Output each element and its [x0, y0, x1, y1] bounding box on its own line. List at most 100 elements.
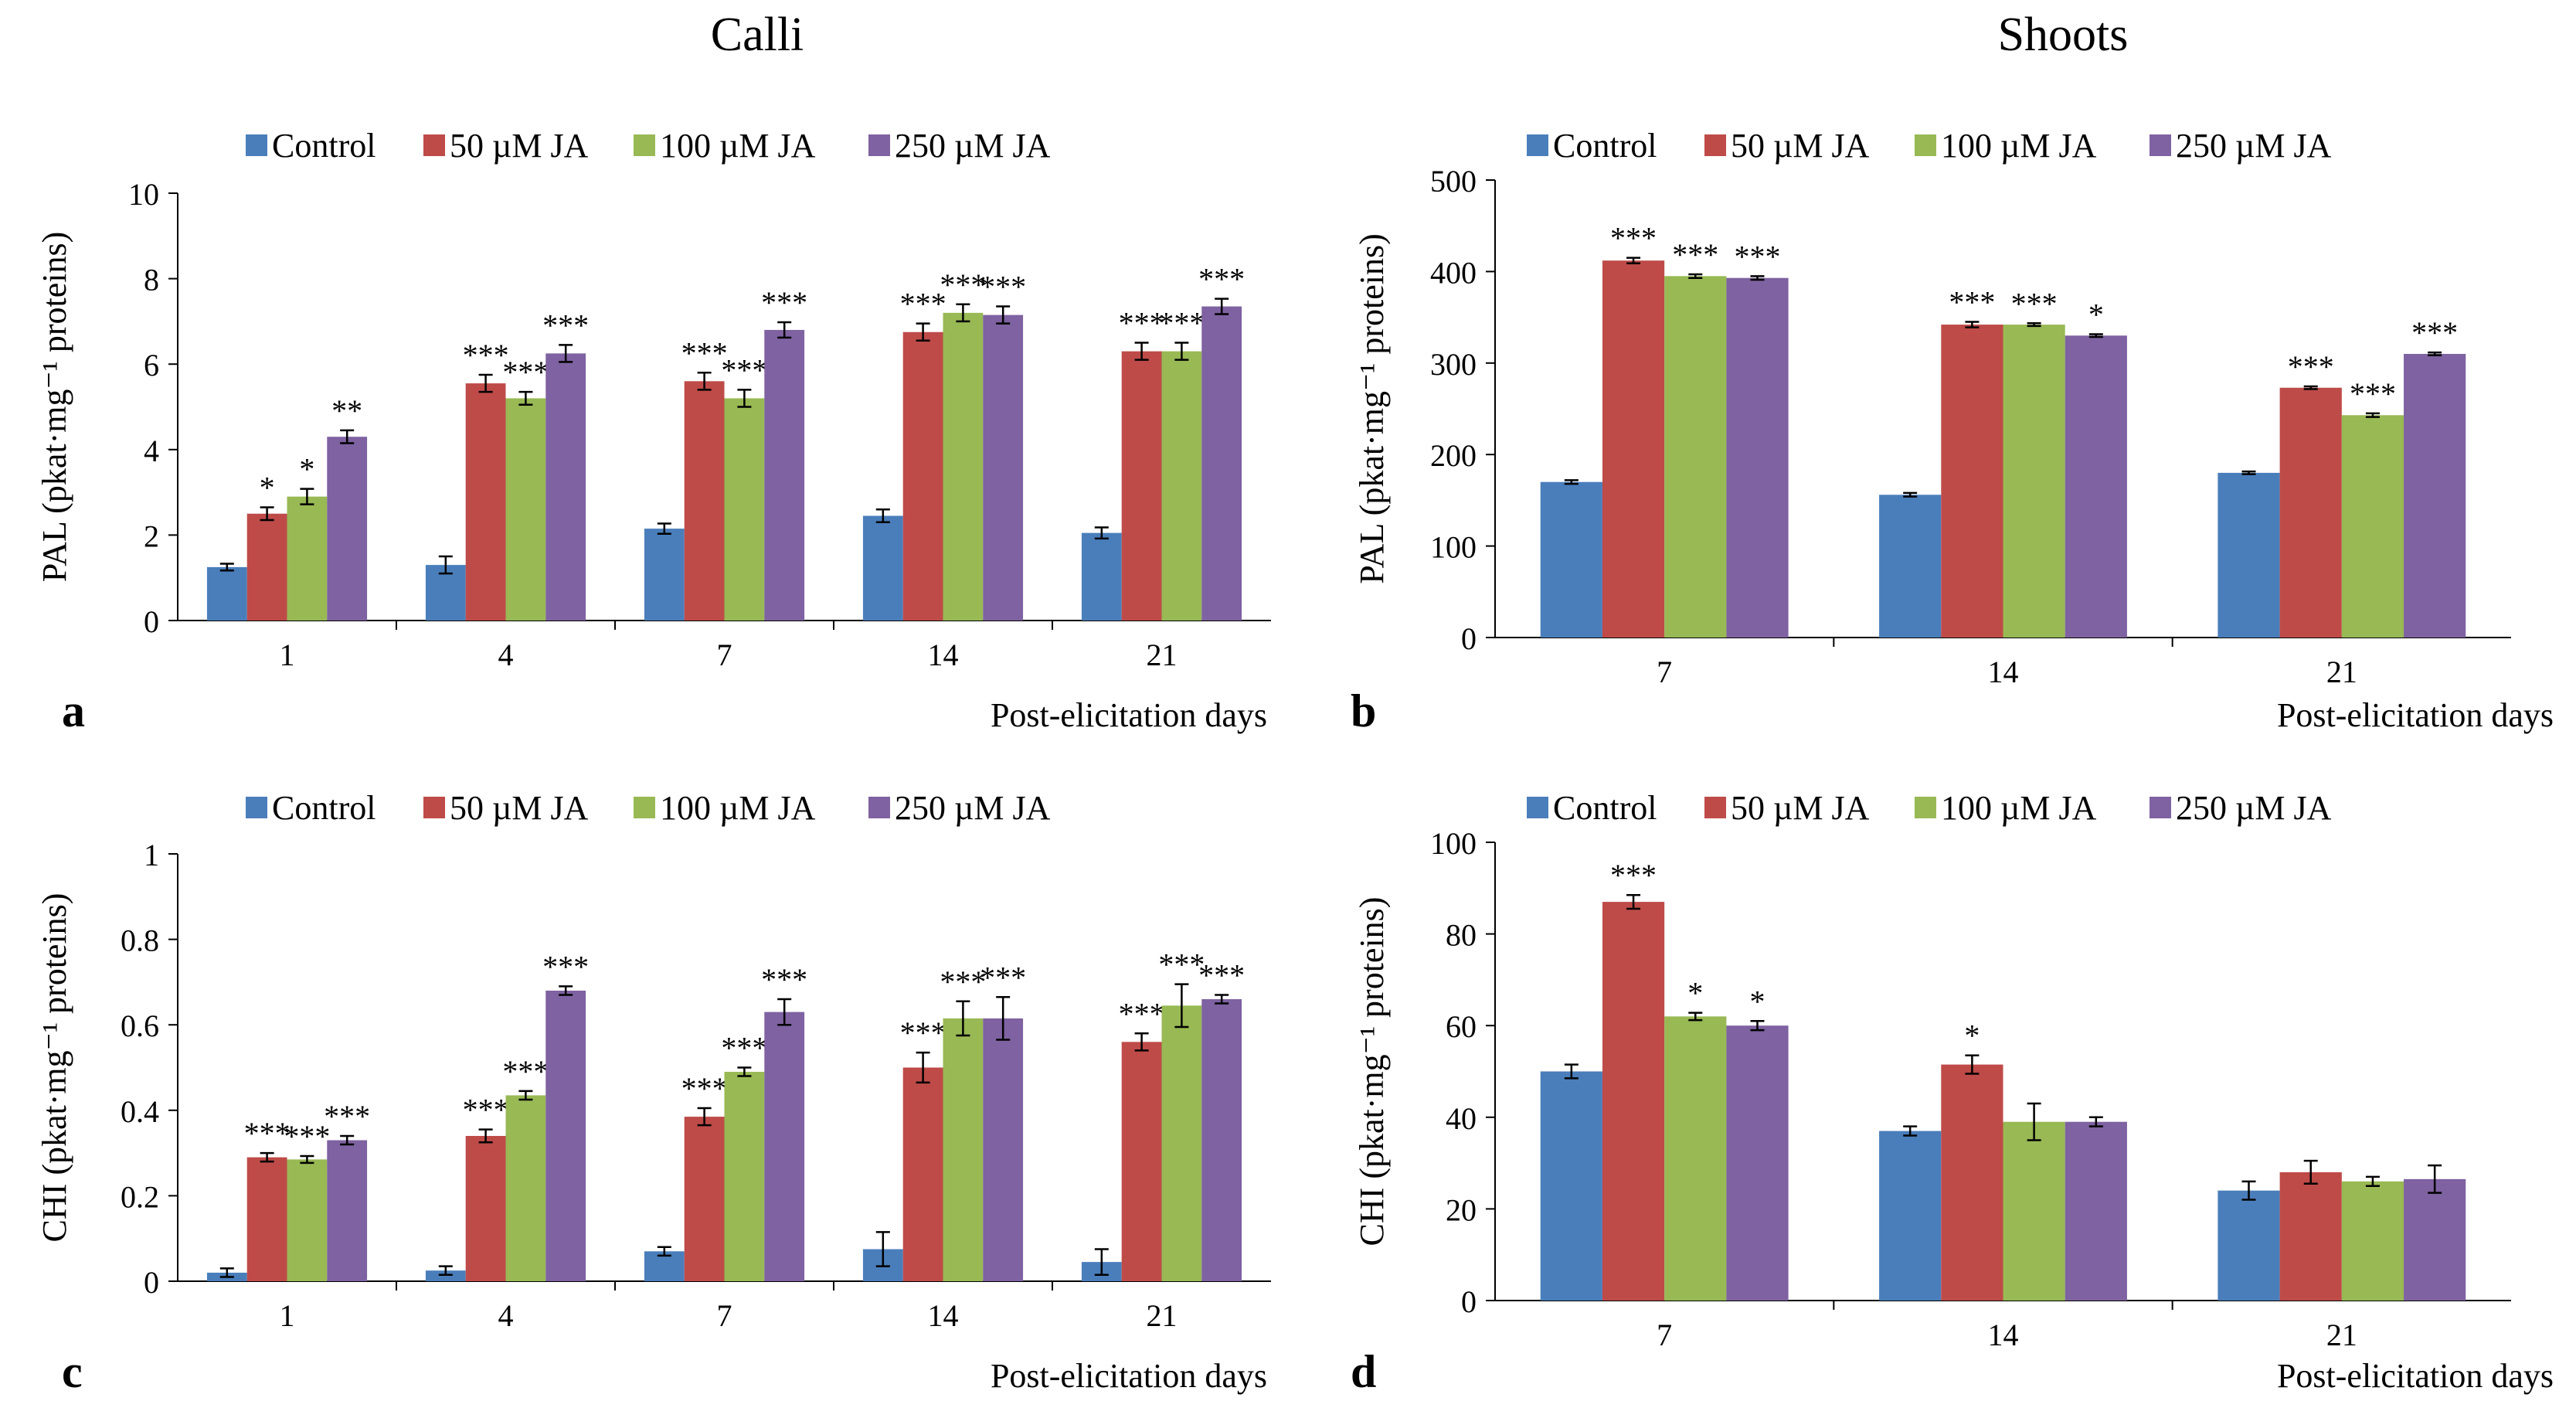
x-tick-label: 7: [717, 638, 732, 672]
significance-label: ***: [244, 1116, 291, 1151]
x-tick-label: 21: [2326, 1318, 2357, 1352]
significance-label: ***: [721, 1031, 767, 1066]
bar: [1879, 495, 1942, 638]
bar: [246, 1157, 287, 1281]
x-axis-label: Post-elicitation days: [2277, 1357, 2554, 1395]
bar: [724, 398, 765, 621]
x-tick-label: 21: [1147, 1298, 1178, 1333]
bar: [1664, 276, 1727, 638]
bar: [206, 566, 247, 621]
panel-letter: d: [1351, 1346, 1376, 1397]
significance-label: *: [1687, 976, 1703, 1011]
y-tick-label: 500: [1430, 164, 1477, 199]
x-tick-label: 4: [498, 638, 514, 672]
x-axis-label: Post-elicitation days: [2277, 696, 2554, 734]
y-tick-label: 300: [1430, 347, 1477, 382]
y-tick-label: 0: [1461, 621, 1477, 656]
significance-label: ***: [940, 267, 986, 302]
legend-label: 100 µM JA: [1941, 789, 2097, 827]
legend-label: 250 µM JA: [2176, 127, 2332, 165]
significance-label: **: [331, 393, 362, 428]
bar: [644, 529, 685, 621]
significance-label: ***: [502, 355, 549, 389]
y-tick-label: 20: [1446, 1192, 1477, 1227]
x-tick-label: 7: [1657, 1318, 1672, 1352]
significance-label: ***: [2411, 315, 2458, 350]
x-axis-label: Post-elicitation days: [991, 696, 1267, 734]
significance-label: ***: [940, 964, 986, 999]
significance-label: ***: [2011, 286, 2058, 321]
bar: [505, 1095, 546, 1281]
bar: [327, 1140, 368, 1281]
bar: [246, 513, 287, 621]
significance-label: ***: [761, 962, 807, 997]
bar: [1726, 277, 1789, 638]
legend-label: 50 µM JA: [1731, 789, 1870, 827]
y-tick-label: 400: [1430, 255, 1477, 290]
y-tick-label: 4: [144, 434, 159, 468]
legend-label: Control: [1553, 127, 1657, 165]
y-tick-label: 0: [144, 604, 159, 639]
significance-label: ***: [761, 285, 807, 320]
y-tick-label: 80: [1446, 918, 1477, 953]
x-tick-label: 4: [498, 1298, 514, 1333]
bar: [724, 1072, 765, 1281]
significance-label: ***: [2288, 349, 2334, 384]
bar: [2217, 1190, 2280, 1301]
y-tick-label: 40: [1446, 1101, 1477, 1136]
bar: [862, 515, 903, 621]
significance-label: ***: [1734, 239, 1780, 274]
significance-label: ***: [284, 1119, 330, 1154]
y-tick-label: 100: [1430, 530, 1477, 565]
chart-panel-c: 0 0.2 0.4 0.6 0.8 1 CHI (pkat·mg⁻¹ proteins) 1 *…: [36, 789, 1271, 1397]
significance-label: ***: [542, 308, 589, 342]
significance-label: ***: [1672, 237, 1718, 272]
legend-swatch: [423, 134, 445, 156]
bar: [545, 990, 586, 1281]
y-tick-label: 60: [1446, 1009, 1477, 1044]
bar: [2404, 1178, 2466, 1301]
bar: [1664, 1016, 1727, 1301]
bar: [1201, 306, 1242, 621]
significance-label: ***: [1949, 285, 1995, 320]
legend-label: 250 µM JA: [2176, 789, 2332, 827]
bar: [1879, 1131, 1942, 1301]
bar: [764, 329, 805, 621]
x-tick-label: 14: [928, 1298, 959, 1333]
panel-letter: c: [62, 1346, 83, 1397]
bar: [465, 383, 506, 621]
bar: [1161, 351, 1202, 621]
y-axis-label: PAL (pkat·mg⁻¹ proteins): [36, 232, 73, 583]
y-axis-label: PAL (pkat·mg⁻¹ proteins): [1353, 233, 1391, 584]
x-tick-label: 1: [280, 1298, 295, 1333]
significance-label: *: [260, 470, 275, 505]
significance-label: ***: [463, 338, 509, 372]
y-tick-label: 200: [1430, 438, 1477, 473]
significance-label: ***: [1158, 306, 1205, 341]
significance-label: ***: [681, 1071, 728, 1106]
legend-swatch: [246, 797, 267, 818]
significance-label: ***: [1198, 262, 1245, 297]
legend-swatch: [2149, 134, 2171, 156]
y-tick-label: 100: [1430, 826, 1477, 861]
bar: [1941, 325, 2003, 638]
legend-label: 50 µM JA: [450, 127, 589, 165]
x-tick-label: 14: [928, 638, 959, 672]
bar: [1602, 260, 1665, 638]
legend-swatch: [634, 797, 655, 818]
significance-label: ***: [502, 1054, 549, 1089]
calli-column-title: Calli: [710, 9, 804, 61]
significance-label: ***: [463, 1093, 509, 1127]
y-axis-label: CHI (pkat·mg⁻¹ proteins): [1353, 897, 1391, 1246]
significance-label: ***: [721, 352, 767, 387]
significance-label: ***: [1119, 996, 1165, 1031]
bar: [1726, 1025, 1789, 1301]
bar: [2003, 325, 2065, 638]
legend-swatch: [634, 134, 655, 156]
legend-swatch: [868, 134, 890, 156]
bar: [764, 1012, 805, 1281]
legend-swatch: [1704, 797, 1726, 818]
bar: [287, 1159, 328, 1281]
